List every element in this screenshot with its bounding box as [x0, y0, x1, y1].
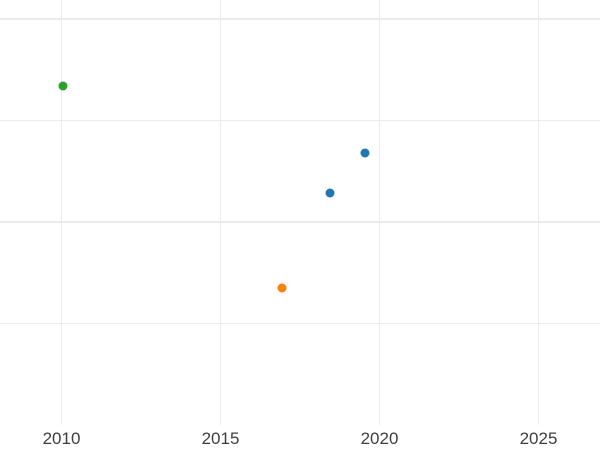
x-tick-label: 2015 — [201, 429, 240, 448]
y-gridline — [0, 119, 600, 122]
x-gridline — [219, 0, 222, 425]
orange-series-point[interactable] — [277, 283, 287, 293]
x-tick-label: 2020 — [360, 429, 399, 448]
y-gridline — [0, 18, 600, 20]
x-gridline — [60, 0, 63, 425]
green-series-point[interactable] — [58, 81, 68, 91]
x-gridline — [537, 0, 540, 425]
x-gridline — [378, 0, 381, 425]
y-gridline — [0, 221, 600, 223]
y-gridline — [0, 322, 600, 325]
blue-series-point[interactable] — [325, 188, 335, 198]
x-tick-label: 2025 — [519, 429, 558, 448]
blue-series-point[interactable] — [360, 148, 370, 158]
x-tick-label: 2010 — [42, 429, 81, 448]
